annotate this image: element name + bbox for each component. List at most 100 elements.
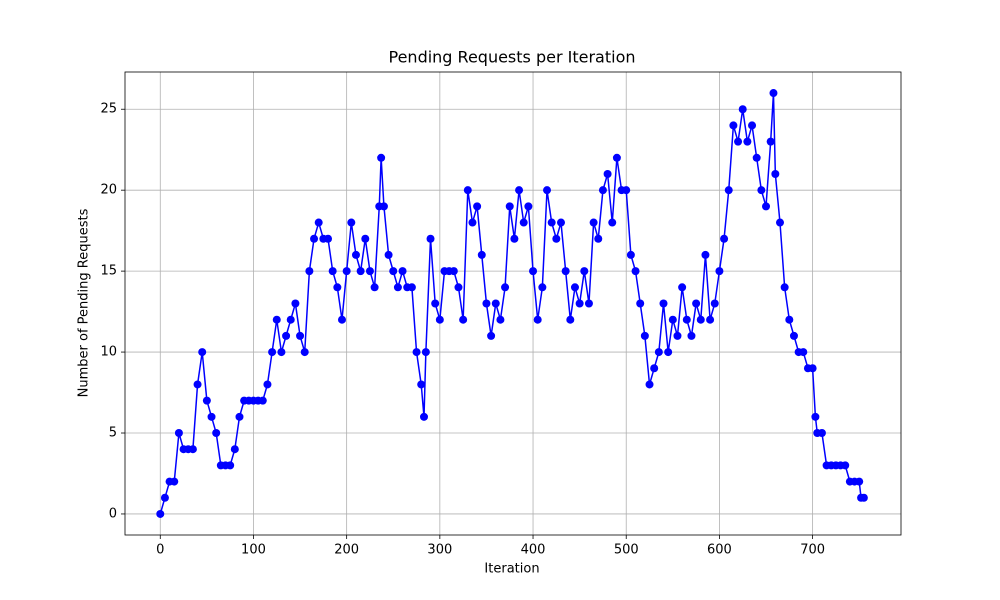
data-point [696, 315, 705, 324]
data-point [598, 186, 607, 195]
data-point [393, 283, 402, 292]
data-point [454, 283, 463, 292]
data-point [720, 234, 729, 243]
data-point [482, 299, 491, 308]
data-point [645, 380, 654, 389]
data-point [533, 315, 542, 324]
data-point [789, 331, 798, 340]
data-point [417, 380, 426, 389]
data-point [235, 412, 244, 421]
data-point [743, 137, 752, 146]
data-point [538, 283, 547, 292]
data-point [769, 89, 778, 98]
x-tick-label: 700 [800, 543, 825, 558]
data-point [160, 493, 169, 502]
data-point [305, 267, 314, 276]
data-point [384, 250, 393, 259]
data-point [589, 218, 598, 227]
data-point [855, 477, 864, 486]
data-point [420, 412, 429, 421]
data-point [193, 380, 202, 389]
data-point [612, 153, 621, 162]
data-point [752, 153, 761, 162]
data-point [449, 267, 458, 276]
chart-title: Pending Requests per Iteration [389, 48, 636, 67]
data-point [282, 331, 291, 340]
data-point [198, 348, 207, 357]
data-point [377, 153, 386, 162]
data-point [738, 105, 747, 114]
data-point [701, 250, 710, 259]
data-point [174, 429, 183, 438]
data-point [389, 267, 398, 276]
data-point [170, 477, 179, 486]
data-point [715, 267, 724, 276]
data-point [258, 396, 267, 405]
data-point [291, 299, 300, 308]
data-point [365, 267, 374, 276]
x-tick-label: 500 [614, 543, 639, 558]
data-point [398, 267, 407, 276]
data-point [412, 348, 421, 357]
data-point [202, 396, 211, 405]
data-point [300, 348, 309, 357]
data-point [757, 186, 766, 195]
data-point [626, 250, 635, 259]
data-point [678, 283, 687, 292]
data-point [817, 429, 826, 438]
data-point [510, 234, 519, 243]
data-point [477, 250, 486, 259]
y-axis-label: Number of Pending Requests [77, 208, 92, 397]
data-point [314, 218, 323, 227]
data-point [435, 315, 444, 324]
data-point [668, 315, 677, 324]
y-tick-label: 10 [100, 345, 117, 360]
data-point [524, 202, 533, 211]
data-point [785, 315, 794, 324]
data-point [566, 315, 575, 324]
data-point [710, 299, 719, 308]
x-tick-label: 400 [521, 543, 546, 558]
x-tick-label: 600 [707, 543, 732, 558]
data-point [811, 412, 820, 421]
data-point [808, 364, 817, 373]
data-point [505, 202, 514, 211]
data-point [188, 445, 197, 454]
data-point [468, 218, 477, 227]
data-point [859, 493, 868, 502]
x-axis-label: Iteration [484, 562, 539, 577]
data-point [356, 267, 365, 276]
data-point [556, 218, 565, 227]
x-tick-label: 100 [241, 543, 266, 558]
data-point [603, 169, 612, 178]
y-tick-label: 15 [100, 264, 117, 279]
data-point [277, 348, 286, 357]
data-point [370, 283, 379, 292]
data-point [207, 412, 216, 421]
data-point [463, 186, 472, 195]
data-point [762, 202, 771, 211]
data-point [729, 121, 738, 130]
data-point [473, 202, 482, 211]
data-point [268, 348, 277, 357]
data-point [659, 299, 668, 308]
data-point [333, 283, 342, 292]
data-point [487, 331, 496, 340]
data-point [347, 218, 356, 227]
data-point [431, 299, 440, 308]
data-point [272, 315, 281, 324]
data-point [640, 331, 649, 340]
data-point [580, 267, 589, 276]
data-point [622, 186, 631, 195]
data-point [156, 509, 165, 518]
x-tick-label: 0 [156, 543, 164, 558]
data-point [594, 234, 603, 243]
data-point [501, 283, 510, 292]
data-point [342, 267, 351, 276]
data-point [379, 202, 388, 211]
data-point [226, 461, 235, 470]
data-point [841, 461, 850, 470]
data-point [296, 331, 305, 340]
data-point [212, 429, 221, 438]
data-point [584, 299, 593, 308]
